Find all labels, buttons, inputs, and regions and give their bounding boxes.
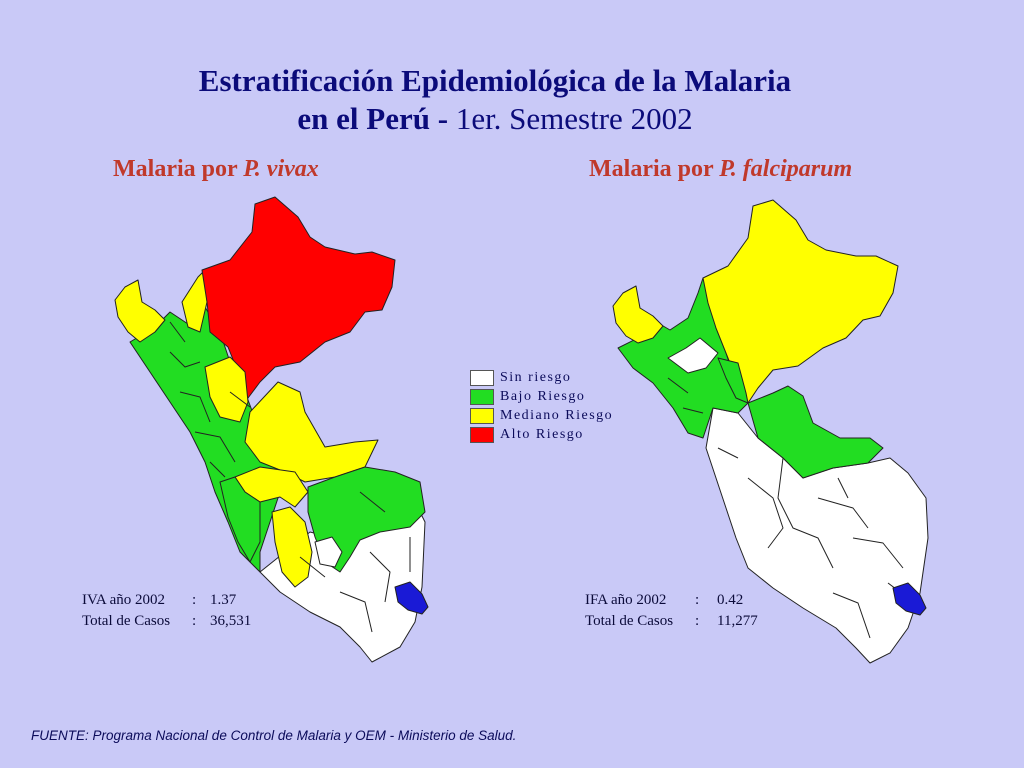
vivax-stats: IVA año 2002 : 1.37 Total de Casos : 36,… — [82, 590, 251, 632]
vivax-lake-titicaca — [394, 581, 429, 615]
slide-title: Estratificación Epidemiológica de la Mal… — [0, 62, 990, 138]
falciparum-lake-titicaca — [892, 582, 927, 616]
legend-item-alto-riesgo: Alto Riesgo — [470, 425, 613, 444]
vivax-map-heading: Malaria por P. vivax — [113, 156, 319, 182]
falciparum-region-san-martin-bajo — [717, 357, 749, 404]
falciparum-index-row: IFA año 2002 : 0.42 — [585, 590, 758, 611]
vivax-region-san-martin-mediano — [204, 356, 249, 423]
falciparum-cases-row: Total de Casos : 11,277 — [585, 611, 758, 632]
falciparum-region-tumbes-mediano — [612, 285, 664, 344]
falciparum-cases-value: 11,277 — [717, 613, 758, 629]
vivax-index-row: IVA año 2002 : 1.37 — [82, 590, 251, 611]
legend-item-mediano-riesgo: Mediano Riesgo — [470, 406, 613, 425]
vivax-risk-map — [114, 196, 429, 663]
legend-label: Mediano Riesgo — [500, 407, 614, 423]
legend-swatch — [470, 369, 494, 386]
vivax-cases-value: 36,531 — [210, 613, 252, 629]
legend-label: Sin riesgo — [500, 369, 572, 385]
legend-label: Alto Riesgo — [500, 426, 584, 442]
vivax-region-tumbes-mediano — [114, 279, 166, 343]
legend-item-bajo-riesgo: Bajo Riesgo — [470, 387, 613, 406]
legend-label: Bajo Riesgo — [500, 388, 586, 404]
falciparum-stats: IFA año 2002 : 0.42 Total de Casos : 11,… — [585, 590, 758, 632]
vivax-region-ucayali-mediano — [244, 381, 379, 483]
vivax-region-central-coast-bajo — [219, 476, 261, 563]
falciparum-risk-map — [612, 199, 929, 664]
map-legend: Sin riesgo Bajo Riesgo Mediano Riesgo Al… — [470, 368, 613, 444]
legend-item-sin-riesgo: Sin riesgo — [470, 368, 613, 387]
vivax-index-value: 1.37 — [210, 592, 237, 608]
falciparum-cases-label: Total de Casos — [585, 613, 674, 629]
vivax-index-label: IVA año 2002 — [82, 592, 166, 608]
falciparum-region-north-sin-riesgo — [667, 337, 719, 374]
falciparum-index-label: IFA año 2002 — [585, 592, 667, 608]
title-line-1: Estratificación Epidemiológica de la Mal… — [198, 63, 792, 98]
legend-swatch — [470, 407, 494, 424]
vivax-region-ayacucho-mediano — [271, 506, 313, 588]
falciparum-region-ucayali-bajo — [747, 385, 884, 479]
vivax-cases-label: Total de Casos — [82, 613, 171, 629]
falciparum-index-value: 0.42 — [717, 592, 744, 608]
legend-swatch — [470, 388, 494, 405]
vivax-region-central-sin-riesgo — [314, 536, 343, 568]
vivax-cases-row: Total de Casos : 36,531 — [82, 611, 251, 632]
falciparum-map-heading: Malaria por P. falciparum — [589, 156, 853, 182]
title-line-2: en el Perú - 1er. Semestre 2002 — [297, 101, 693, 136]
legend-swatch — [470, 426, 494, 443]
source-footer: FUENTE: Programa Nacional de Control de … — [31, 728, 517, 743]
